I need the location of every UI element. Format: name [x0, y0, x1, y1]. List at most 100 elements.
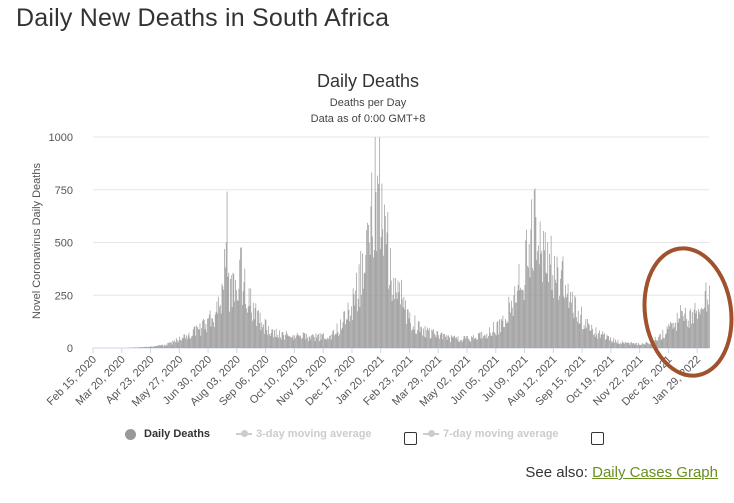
bar — [346, 319, 347, 348]
bar — [285, 334, 286, 348]
bar — [197, 329, 199, 348]
bar — [260, 330, 262, 348]
bar — [685, 307, 687, 348]
bar — [192, 335, 193, 348]
bar — [204, 329, 206, 348]
bar — [248, 288, 250, 348]
bar — [526, 229, 527, 348]
bar — [237, 301, 239, 348]
bar — [621, 343, 622, 348]
bar — [528, 244, 530, 348]
bar — [503, 327, 505, 348]
bar — [247, 306, 249, 348]
bar — [601, 333, 603, 348]
bar — [239, 259, 241, 348]
bar — [184, 334, 186, 348]
legend-item-7-day-average[interactable]: 7-day moving average — [423, 428, 559, 440]
bar — [546, 273, 548, 348]
bar — [541, 250, 543, 348]
bar — [522, 290, 524, 348]
bar — [142, 347, 144, 348]
bar — [158, 345, 159, 348]
bar — [520, 287, 522, 348]
bar — [681, 310, 682, 348]
bar — [484, 335, 486, 348]
bar — [401, 298, 403, 348]
bar — [170, 342, 171, 348]
bar — [676, 330, 677, 348]
bar — [181, 337, 183, 348]
bar — [703, 307, 705, 348]
bar — [264, 318, 266, 348]
bar — [290, 336, 291, 348]
bar — [406, 309, 408, 348]
bar — [217, 313, 219, 348]
bar — [396, 298, 398, 348]
bar — [607, 336, 609, 348]
daily-cases-graph-link[interactable]: Daily Cases Graph — [592, 464, 718, 481]
bar — [197, 327, 198, 348]
bar — [224, 249, 225, 348]
bar — [270, 333, 272, 348]
legend-item-3-day-average[interactable]: 3-day moving average — [236, 428, 372, 440]
bar — [671, 322, 673, 348]
bar — [462, 339, 464, 348]
bar — [412, 326, 414, 348]
bar — [190, 338, 192, 348]
bar — [463, 336, 465, 348]
bar — [360, 250, 362, 348]
checkbox-7-day-average[interactable] — [591, 432, 604, 445]
bar — [427, 327, 428, 348]
bar — [195, 335, 197, 348]
bar — [222, 286, 224, 348]
bar — [420, 326, 422, 348]
bar — [281, 332, 283, 348]
bar — [545, 272, 547, 348]
bar — [423, 336, 425, 348]
bar — [616, 343, 618, 348]
bar — [218, 296, 219, 348]
bar — [594, 336, 596, 348]
bar — [488, 335, 489, 348]
bar — [510, 312, 511, 348]
bar — [384, 216, 386, 348]
bar — [630, 342, 632, 348]
bar — [655, 339, 657, 348]
bar — [165, 344, 167, 348]
bar — [259, 312, 261, 348]
bar — [576, 317, 577, 348]
bar — [367, 222, 368, 348]
bar — [500, 318, 502, 348]
y-tick-label: 0 — [67, 343, 73, 355]
bar — [189, 337, 191, 348]
bar — [244, 268, 246, 348]
legend-label: Daily Deaths — [144, 428, 211, 440]
bar — [157, 345, 159, 348]
bar — [513, 295, 515, 348]
bar — [219, 305, 221, 348]
bar — [263, 324, 264, 348]
bar — [505, 318, 506, 348]
bar — [659, 334, 660, 348]
bar — [234, 301, 236, 348]
bar — [579, 323, 581, 348]
bar — [379, 249, 381, 348]
bar — [325, 339, 327, 348]
bar — [537, 251, 538, 348]
bar — [393, 277, 395, 348]
bar — [439, 338, 440, 348]
bar — [357, 311, 358, 348]
legend-item-daily-deaths[interactable]: Daily Deaths — [125, 428, 210, 440]
bar — [201, 328, 203, 348]
bar — [274, 330, 275, 348]
bar — [250, 288, 252, 348]
bar — [214, 326, 215, 348]
bar — [225, 267, 226, 348]
bar — [161, 344, 163, 348]
bar — [219, 306, 220, 348]
bar — [319, 333, 321, 348]
bar — [329, 335, 331, 348]
checkbox-3-day-average[interactable] — [404, 432, 417, 445]
page-title: Daily New Deaths in South Africa — [16, 4, 390, 32]
bar — [240, 247, 241, 348]
